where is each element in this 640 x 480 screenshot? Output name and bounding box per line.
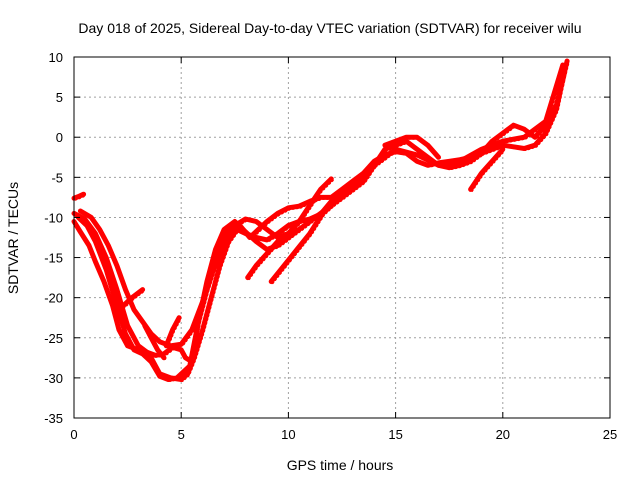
chart-title: Day 018 of 2025, Sidereal Day-to-day VTE… [78,20,581,36]
series-segment-d [163,315,182,349]
series-segment-a-markers [74,194,87,201]
data-traces [71,58,570,382]
x-tick-label: 0 [70,427,77,442]
series-segment-g [468,146,506,192]
y-tick-label: 0 [56,130,63,145]
y-tick-label: -25 [44,331,63,346]
x-tick-label: 5 [178,427,185,442]
plot-frame [73,56,611,419]
series-segment-e-markers [248,234,291,281]
series-segment-h-markers [385,137,441,160]
series-segment-g-markers [471,149,506,192]
x-tick-label: 15 [388,427,402,442]
x-tick-label: 25 [603,427,617,442]
series-segment-b [112,287,146,313]
series-segment-a [71,191,87,201]
y-tick-label: -15 [44,251,63,266]
series-segment-d-markers [166,318,182,349]
y-tick-label: -30 [44,371,63,386]
x-tick-label: 20 [496,427,510,442]
axes: 0 5 10 15 20 25 -35 -30 -25 -20 -15 -10 -5 0 5 10 [44,50,617,442]
x-tick-label: 10 [281,427,295,442]
series-segment-b-markers [115,290,146,313]
y-tick-label: -35 [44,411,63,426]
series-track-3-markers [78,61,570,382]
y-tick-label: 10 [49,50,63,65]
y-axis-label: SDTVAR / TECUs [5,182,21,294]
y-tick-label: 5 [56,90,63,105]
y-tick-label: -5 [51,170,63,185]
series-segment-c-markers [145,326,167,361]
y-tick-label: -10 [44,210,63,225]
y-tick-label: -20 [44,291,63,306]
x-axis-label: GPS time / hours [287,457,394,473]
series-segment-e [245,231,291,281]
series-segment-f [268,202,334,285]
series-segment-f-markers [271,205,334,285]
